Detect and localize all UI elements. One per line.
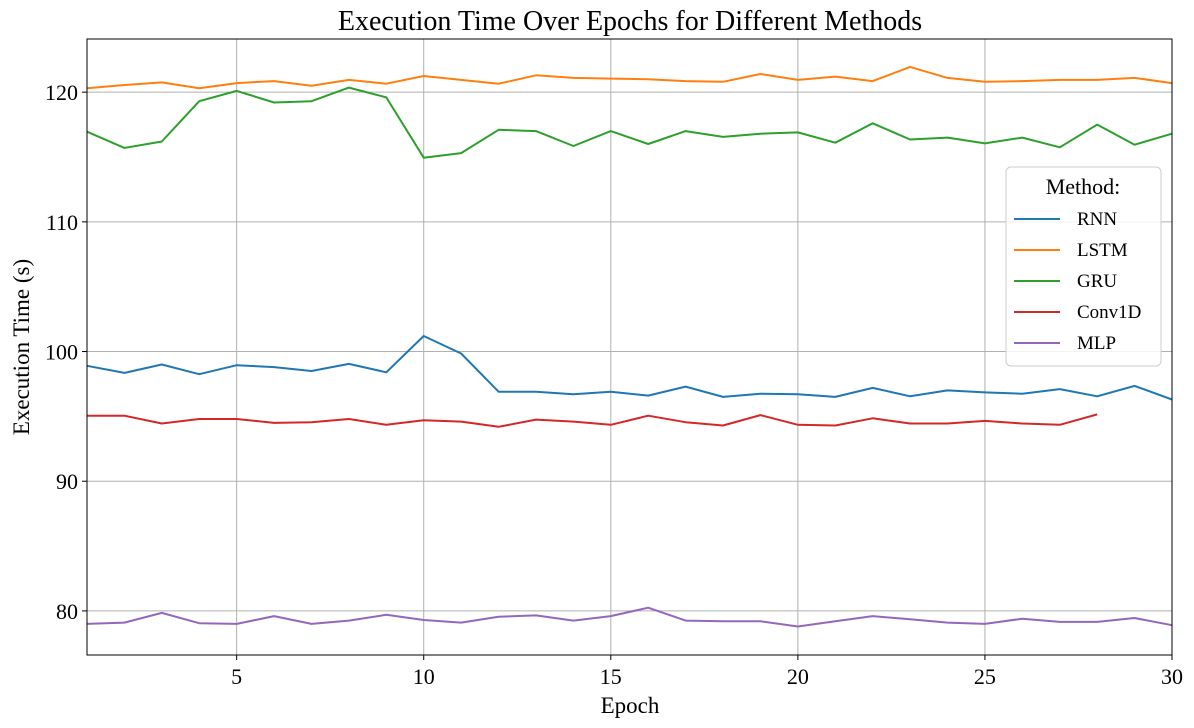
y-tick-label: 90 [56,469,78,494]
x-tick-label: 10 [413,664,435,689]
legend-item-mlp: MLP [1014,333,1116,354]
legend-label-gru: GRU [1077,271,1117,292]
x-tick-label: 20 [787,664,809,689]
x-tick-label: 5 [231,664,242,689]
x-tick-label: 15 [600,664,622,689]
legend-label-conv1d: Conv1D [1077,302,1141,323]
series-line-rnn [86,335,1173,401]
y-tick-label: 110 [46,210,78,235]
legend-title: Method: [1046,174,1121,199]
legend-label-rnn: RNN [1077,209,1117,230]
legend-item-gru: GRU [1014,271,1117,292]
x-axis-label: Epoch [601,693,660,718]
legend-item-conv1d: Conv1D [1014,302,1141,323]
y-tick-label: 80 [56,599,78,624]
legend-item-lstm: LSTM [1014,240,1128,261]
legend-box [1005,166,1162,367]
legend-label-lstm: LSTM [1077,240,1128,261]
x-tick-label: 30 [1161,664,1183,689]
legend: Method: RNN LSTM GRU Conv1D MLP [1005,166,1162,367]
series-line-conv1d [87,413,1098,428]
legend-items: RNN LSTM GRU Conv1D MLP [1014,209,1141,354]
series-lines [86,65,1173,628]
grid-lines [87,39,1173,655]
chart-title: Execution Time Over Epochs for Different… [338,6,922,37]
y-axis-label: Execution Time (s) [9,259,34,435]
legend-item-rnn: RNN [1014,209,1117,230]
series-line-gru [86,86,1173,159]
y-tick-label: 120 [45,80,78,105]
series-line-mlp [86,606,1173,628]
axis-ticks: 5 10 15 20 25 30 80 90 100 110 120 [45,80,1183,689]
y-tick-label: 100 [45,340,78,365]
series-line-lstm [86,65,1173,90]
plot-area-frame [86,38,1173,656]
legend-label-mlp: MLP [1077,333,1116,354]
x-tick-label: 25 [974,664,996,689]
